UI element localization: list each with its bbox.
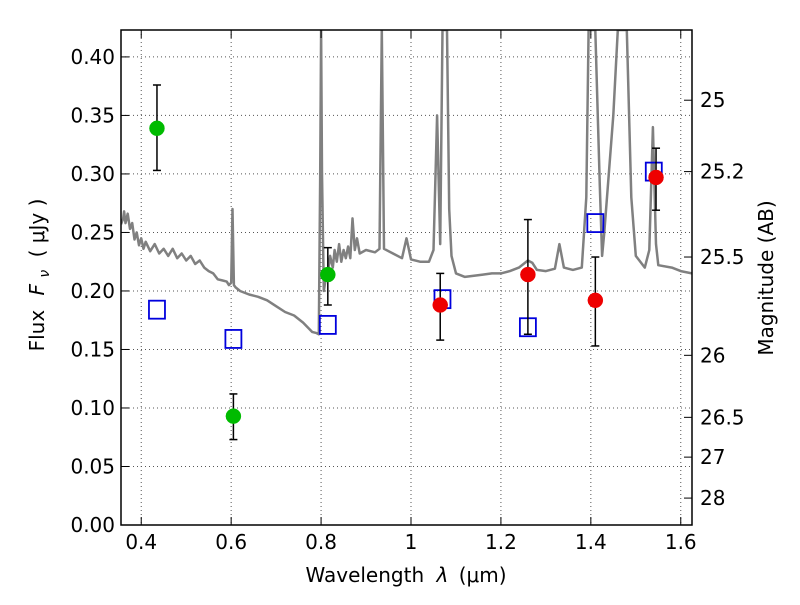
x-tick-label: 1.6: [665, 530, 697, 554]
y-tick-label: 0.00: [70, 513, 115, 537]
green-point: [320, 266, 336, 283]
green-point: [149, 120, 165, 137]
y-axis-label: Flux F ν ( μJy ): [25, 199, 54, 352]
y2-tick-label: 27: [700, 445, 725, 469]
y-axis-label-text: Flux: [25, 310, 49, 352]
y2-tick-label: 25.2: [700, 160, 745, 184]
red-point: [587, 292, 604, 309]
y-tick-label: 0.20: [70, 279, 115, 303]
y2-tick-label: 25: [700, 88, 725, 112]
y2-axis-label: Magnitude (AB): [754, 200, 778, 355]
y-tick-label: 0.10: [70, 396, 115, 420]
model-square: [586, 213, 605, 233]
green-point: [225, 408, 242, 424]
spectrum-line: [121, 30, 692, 336]
x-tick-label: 0.8: [305, 530, 337, 554]
plot-layer: [121, 30, 692, 441]
y-axis-label-symbol: F: [25, 283, 49, 295]
model-square: [318, 314, 337, 335]
x-tick-label: 0.6: [215, 530, 247, 554]
y-axis-label-subscript: ν: [37, 270, 53, 278]
red-point: [432, 297, 448, 313]
y2-tick-label: 26: [700, 343, 725, 367]
x-axis-label-unit: (μm): [459, 563, 507, 587]
y2-tick-label: 28: [700, 486, 725, 510]
x-tick-label: 0.4: [125, 530, 157, 554]
x-tick-label: 1.2: [485, 530, 517, 554]
y2-tick-label: 25.5: [700, 245, 745, 269]
x-tick-label: 1.4: [575, 530, 607, 554]
grid-layer: [121, 30, 692, 526]
y-tick-label: 0.40: [70, 45, 115, 69]
model-square: [224, 329, 243, 349]
x-axis-label-symbol: λ: [436, 563, 449, 587]
y-tick-label: 0.35: [70, 103, 115, 127]
plot-frame: [120, 29, 693, 526]
red-point: [520, 266, 536, 283]
y-tick-label: 0.15: [70, 337, 115, 361]
model-square: [148, 299, 166, 320]
x-axis-label-text: Wavelength: [305, 563, 424, 587]
y-axis-label-unit: ( μJy ): [25, 199, 49, 258]
x-tick-label: 1: [405, 530, 418, 554]
y-tick-label: 0.05: [70, 454, 115, 478]
y-tick-label: 0.30: [70, 162, 115, 186]
ticks-layer: 0.4 0.6 0.8 1 1.2 1.4 1.6 0.00 0.05 0.10 0.15 0.20 0…: [70, 30, 745, 554]
x-axis-label: Wavelength λ (μm): [305, 563, 506, 587]
red-point: [648, 169, 664, 186]
y2-tick-label: 26.5: [700, 405, 745, 429]
y-tick-label: 0.25: [70, 220, 115, 244]
